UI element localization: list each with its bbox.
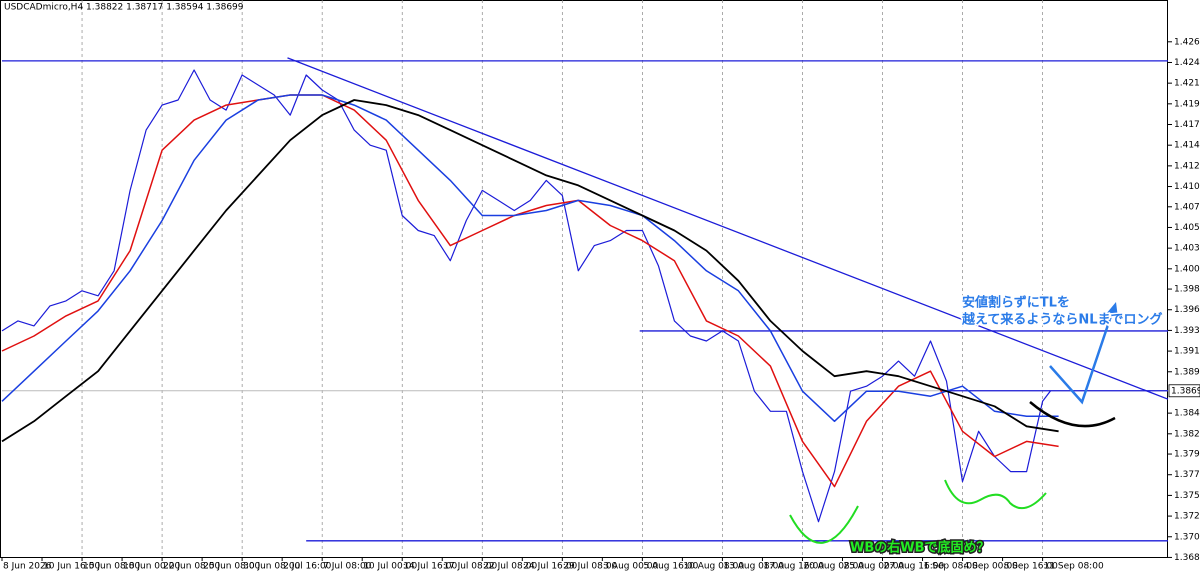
x-tick-label: 22 Jun 08:00 — [163, 562, 220, 572]
x-tick-label: 7 Jul 08:00 — [323, 562, 372, 572]
y-tick-label: 1.37040 — [1174, 532, 1200, 542]
x-tick-label: 25 Aug 00:00 — [843, 562, 904, 572]
x-tick-label: 13 Aug 08:00 — [723, 562, 784, 572]
wb-curve — [944, 479, 1047, 510]
last-price-label: 1.38699 — [1171, 386, 1200, 396]
x-tick-label: 30 Jun 08:00 — [243, 562, 300, 572]
x-tick-label: 5 Aug 16:00 — [643, 562, 698, 572]
last-price-box — [1168, 384, 1200, 398]
y-tick-label: 1.39855 — [1174, 285, 1200, 295]
x-tick-label: 8 Sep 16:00 — [1004, 562, 1059, 572]
y-tick-label: 1.40555 — [1174, 223, 1200, 233]
y-tick-label: 1.41725 — [1174, 120, 1200, 130]
y-tick-label: 1.41960 — [1174, 99, 1200, 109]
x-tick-label: 10 Jul 00:00 — [363, 562, 417, 572]
projection-curve — [1029, 401, 1116, 428]
y-tick-label: 1.39150 — [1174, 347, 1200, 357]
y-tick-label: 1.36805 — [1174, 553, 1200, 563]
x-tick-label: 15 Jun 08:00 — [83, 562, 140, 572]
x-tick-label: 4 Sep 00:00 — [964, 562, 1019, 572]
y-tick-label: 1.38445 — [1174, 409, 1200, 419]
y-tick-label: 1.37275 — [1174, 512, 1200, 522]
y-tick-label: 1.42665 — [1174, 37, 1200, 47]
x-tick-label: 10 Jun 16:00 — [43, 562, 100, 572]
series-line — [1, 94, 1059, 423]
y-tick-label: 1.40320 — [1174, 244, 1200, 254]
y-tick-label: 1.41255 — [1174, 161, 1200, 171]
annotation: 越えて来るようならNLまでロング — [961, 312, 1163, 328]
projection-arrow — [1049, 309, 1115, 405]
x-tick-label: 10 Aug 08:00 — [683, 562, 744, 572]
grid — [81, 0, 1043, 557]
x-tick-label: 25 Jun 08:00 — [203, 562, 260, 572]
arrow-head — [1106, 302, 1118, 318]
x-tick-label: 27 Aug 16:00 — [884, 562, 945, 572]
y-tick-label: 1.38915 — [1174, 367, 1200, 377]
x-tick-label: 11 Sep 08:00 — [1044, 562, 1104, 572]
y-tick-label: 1.37745 — [1174, 470, 1200, 480]
y-tick-label: 1.42195 — [1174, 79, 1200, 89]
y-tick-label: 1.40790 — [1174, 202, 1200, 212]
y-tick-label: 1.38210 — [1174, 429, 1200, 439]
x-tick-label: 1 Sep 08:00 — [924, 562, 979, 572]
chart-title: USDCADmicro,H4 1.38822 1.38717 1.38594 1… — [4, 3, 244, 13]
y-tick-label: 1.39385 — [1174, 326, 1200, 336]
annotation: 安値割らずにTLを — [962, 295, 1070, 311]
series-line — [1, 69, 1052, 523]
x-tick-label: 17 Jul 08:00 — [443, 562, 497, 572]
y-tick-label: 1.37510 — [1174, 491, 1200, 501]
y-tick-label: 1.41490 — [1174, 141, 1200, 151]
x-tick-label: 20 Aug 08:00 — [803, 562, 864, 572]
y-tick-label: 1.40085 — [1174, 264, 1200, 274]
x-tick-label: 22 Jul 08:00 — [483, 562, 537, 572]
annotation: WBの右WBで底固め？ — [850, 540, 990, 556]
y-tick-label: 1.41020 — [1174, 182, 1200, 192]
x-tick-label: 18 Jun 00:00 — [123, 562, 180, 572]
lines — [1, 57, 1169, 542]
x-tick-label: 8 Jun 2026 — [3, 562, 52, 572]
y-tick-label: 1.37980 — [1174, 450, 1200, 460]
x-tick-label: 24 Jul 16:00 — [523, 562, 577, 572]
y-tick-label: 1.42430 — [1174, 58, 1200, 68]
x-tick-label: 2 Jul 16:00 — [283, 562, 332, 572]
x-tick-label: 17 Aug 16:00 — [763, 562, 824, 572]
y-tick-label: 1.39620 — [1174, 305, 1200, 315]
trend-line — [287, 57, 1169, 400]
plot-frame — [0, 0, 1168, 558]
x-tick-label: 3 Aug 00:00 — [603, 562, 658, 572]
x-tick-label: 29 Jul 08:00 — [563, 562, 617, 572]
series-line — [1, 94, 1059, 488]
x-tick-label: 14 Jul 16:00 — [403, 562, 457, 572]
series-line — [1, 99, 1059, 443]
wb-curve — [789, 505, 859, 544]
